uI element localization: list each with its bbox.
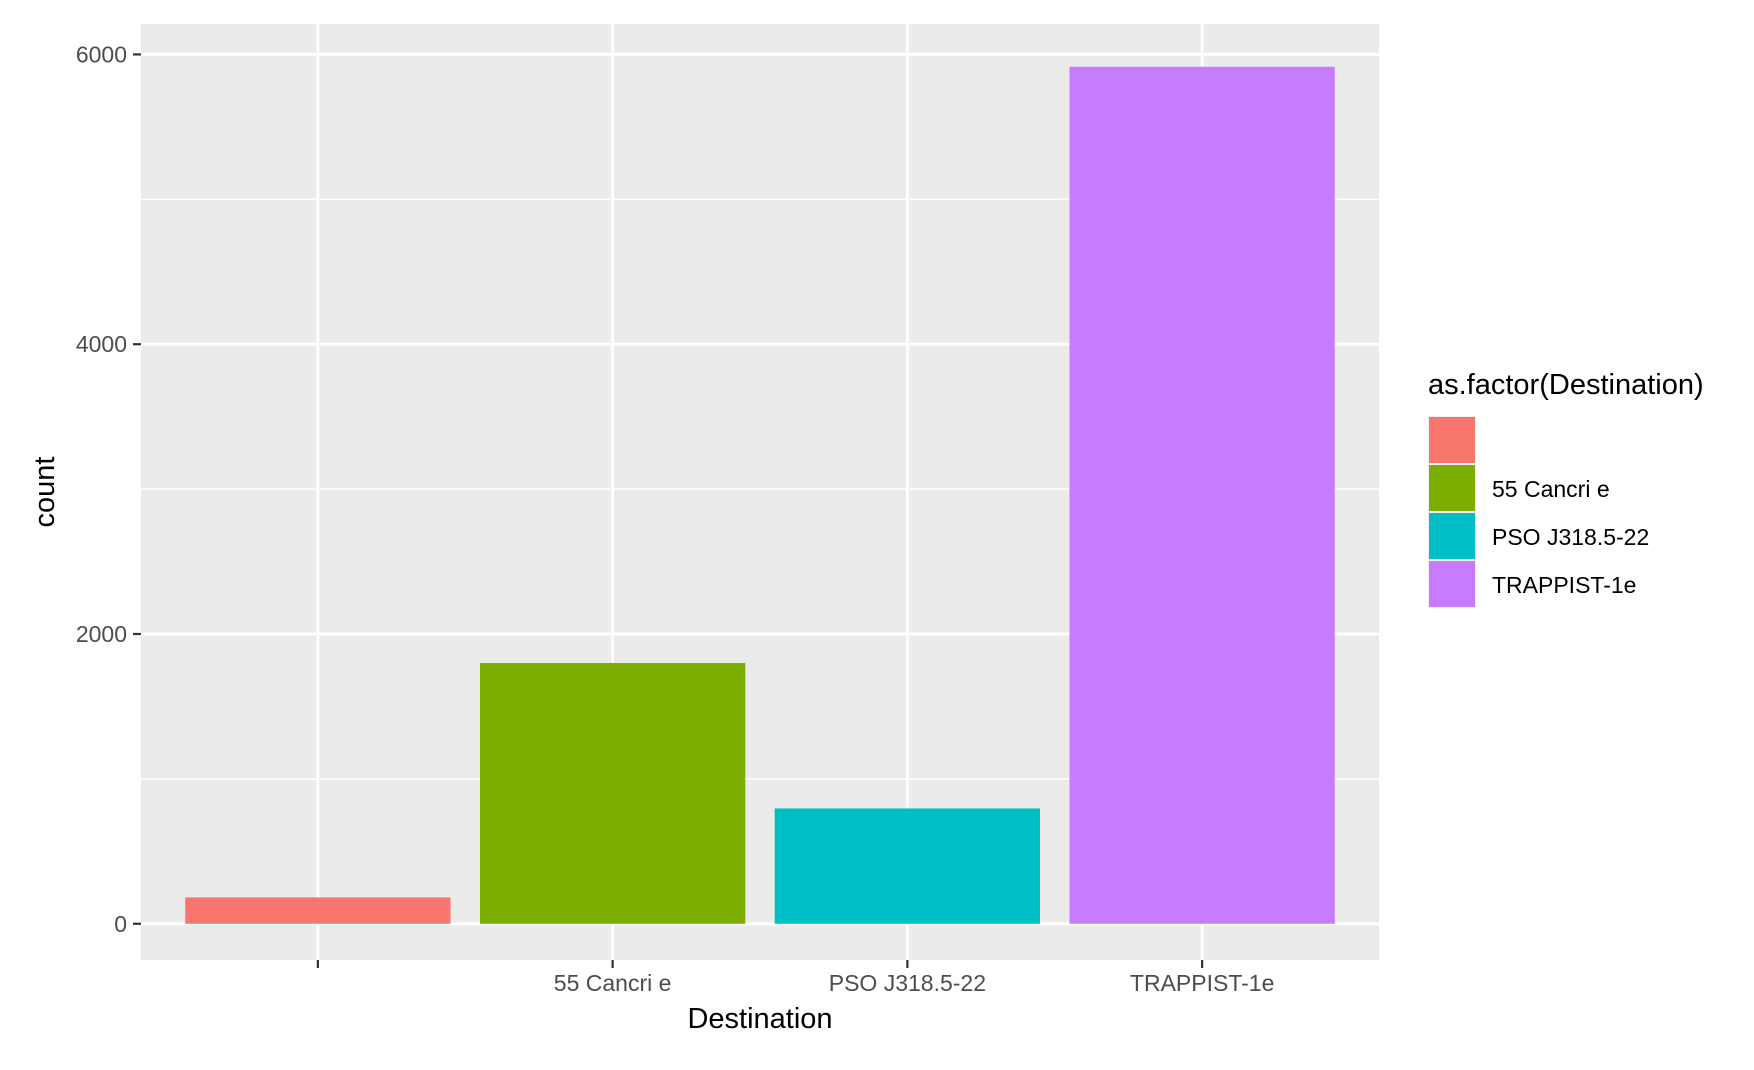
bars [185,66,1335,924]
legend-key [1429,561,1475,607]
legend-label: PSO J318.5-22 [1492,524,1649,550]
legend-key [1429,513,1475,559]
y-tick-label: 6000 [76,41,127,67]
y-tick-label: 0 [114,911,127,937]
x-axis: 55 Cancri e PSO J318.5-22 TRAPPIST-1e [316,960,1274,996]
legend-key [1429,465,1475,511]
legend-label: 55 Cancri e [1492,476,1610,502]
x-axis-title: Destination [687,1003,832,1035]
legend-key [1429,417,1475,463]
y-tick-label: 2000 [76,621,127,647]
x-tick-label: PSO J318.5-22 [829,970,986,996]
bar [185,897,451,924]
legend-label: TRAPPIST-1e [1492,572,1636,598]
y-axis: 0 2000 4000 6000 [76,41,141,937]
x-tick-label: TRAPPIST-1e [1130,970,1274,996]
legend-title: as.factor(Destination) [1428,369,1704,401]
legend: as.factor(Destination) 55 Cancri e PSO J3… [1428,369,1704,608]
y-tick-label: 4000 [76,331,127,357]
x-tick-label: 55 Cancri e [554,970,672,996]
bar [1069,66,1335,924]
y-axis-title: count [29,457,61,528]
bar [479,662,746,924]
bar [774,808,1041,924]
